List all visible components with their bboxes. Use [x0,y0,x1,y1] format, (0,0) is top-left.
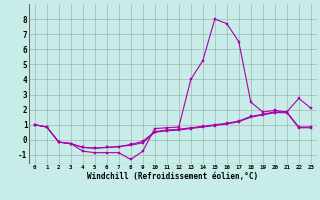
X-axis label: Windchill (Refroidissement éolien,°C): Windchill (Refroidissement éolien,°C) [87,172,258,181]
